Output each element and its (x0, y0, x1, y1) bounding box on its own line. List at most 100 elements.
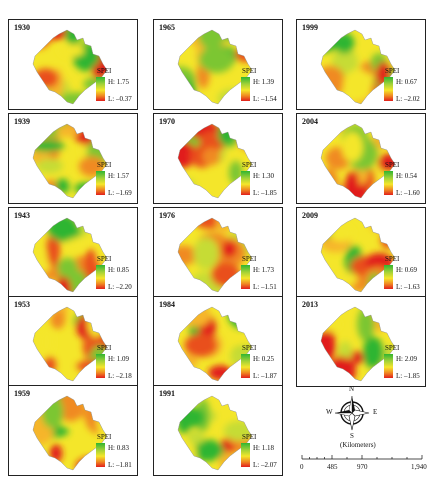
legend-high: H: 1.30 (253, 172, 274, 180)
map-panel-1976: 1976 SPEI H: 1.73 L: –1.51 (153, 207, 283, 298)
legend-low: L: –1.63 (396, 283, 420, 291)
legend-low: L: –1.85 (396, 372, 420, 380)
scale-tick-485: 485 (327, 463, 338, 471)
speI-map (177, 123, 253, 199)
color-ramp (96, 354, 105, 378)
speI-map (32, 395, 108, 471)
legend-title: SPEI (242, 67, 257, 75)
color-ramp (384, 77, 393, 101)
compass-south: S (350, 432, 354, 440)
map-panel-2013: 2013 SPEI H: 2.09 L: –1.85 (296, 296, 426, 387)
legend-low: L: –1.81 (108, 461, 132, 469)
color-ramp (384, 354, 393, 378)
legend: SPEI H: 2.09 L: –1.85 (379, 344, 425, 386)
legend-title: SPEI (385, 344, 400, 352)
speI-map (177, 217, 253, 293)
scale-tick-970: 970 (357, 463, 368, 471)
legend-high: H: 0.85 (108, 266, 129, 274)
legend-low: L: –2.02 (396, 95, 420, 103)
legend-title: SPEI (242, 255, 257, 263)
legend-high: H: 1.75 (108, 78, 129, 86)
panel-year: 1984 (159, 300, 175, 309)
color-ramp (384, 265, 393, 289)
legend-title: SPEI (97, 344, 112, 352)
map-panel-2004: 2004 SPEI H: 0.54 L: –1.60 (296, 113, 426, 204)
legend: SPEI H: 0.25 L: –1.87 (236, 344, 282, 386)
panel-year: 1965 (159, 23, 175, 32)
legend-high: H: 0.54 (396, 172, 417, 180)
panel-year: 1970 (159, 117, 175, 126)
legend-low: L: –0.37 (108, 95, 132, 103)
legend-title: SPEI (97, 255, 112, 263)
legend: SPEI H: 1.75 L: –0.37 (91, 67, 137, 109)
speI-map (320, 123, 396, 199)
legend-low: L: –1.87 (253, 372, 277, 380)
legend-title: SPEI (385, 255, 400, 263)
color-ramp (241, 443, 250, 467)
legend-high: H: 0.25 (253, 355, 274, 363)
panel-year: 1930 (14, 23, 30, 32)
legend: SPEI H: 1.39 L: –1.54 (236, 67, 282, 109)
legend-title: SPEI (385, 161, 400, 169)
legend-high: H: 0.69 (396, 266, 417, 274)
panel-year: 1999 (302, 23, 318, 32)
map-panel-1959: 1959 SPEI H: 0.83 L: –1.81 (8, 385, 138, 476)
legend-low: L: –1.54 (253, 95, 277, 103)
legend: SPEI H: 0.54 L: –1.60 (379, 161, 425, 203)
color-ramp (384, 171, 393, 195)
legend-low: L: –1.51 (253, 283, 277, 291)
legend: SPEI H: 0.69 L: –1.63 (379, 255, 425, 297)
map-panel-1965: 1965 SPEI H: 1.39 L: –1.54 (153, 19, 283, 110)
compass-and-scale: N S E W (Kilometers) 0 485 970 1,940 (296, 385, 429, 476)
speI-map (32, 217, 108, 293)
scale-tick-1940: 1,940 (411, 463, 427, 471)
compass-east: E (373, 408, 378, 416)
legend-low: L: –2.20 (108, 283, 132, 291)
color-ramp (96, 265, 105, 289)
legend: SPEI H: 1.57 L: –1.69 (91, 161, 137, 203)
panel-year: 1939 (14, 117, 30, 126)
panel-year: 1953 (14, 300, 30, 309)
legend: SPEI H: 1.73 L: –1.51 (236, 255, 282, 297)
speI-map (320, 306, 396, 382)
legend-title: SPEI (97, 161, 112, 169)
legend-high: H: 1.39 (253, 78, 274, 86)
panel-year: 1976 (159, 211, 175, 220)
scale-unit: (Kilometers) (340, 441, 376, 449)
map-panel-1930: 1930 SPEI H: 1.75 L: –0.37 (8, 19, 138, 110)
legend-high: H: 1.18 (253, 444, 274, 452)
color-ramp (241, 354, 250, 378)
panel-year: 2013 (302, 300, 318, 309)
map-panel-2009: 2009 SPEI H: 0.69 L: –1.63 (296, 207, 426, 298)
legend-title: SPEI (385, 67, 400, 75)
speI-map (32, 29, 108, 105)
legend-high: H: 1.57 (108, 172, 129, 180)
legend: SPEI H: 0.83 L: –1.81 (91, 433, 137, 475)
legend-title: SPEI (242, 161, 257, 169)
legend-title: SPEI (242, 344, 257, 352)
compass-north: N (349, 385, 355, 393)
legend: SPEI H: 0.67 L: –2.02 (379, 67, 425, 109)
legend: SPEI H: 0.85 L: –2.20 (91, 255, 137, 297)
color-ramp (241, 77, 250, 101)
legend: SPEI H: 1.09 L: –2.18 (91, 344, 137, 386)
legend-low: L: –2.18 (108, 372, 132, 380)
panel-year: 2009 (302, 211, 318, 220)
legend-high: H: 0.67 (396, 78, 417, 86)
legend-high: H: 2.09 (396, 355, 417, 363)
speI-map (32, 306, 108, 382)
panel-year: 1959 (14, 389, 30, 398)
legend-title: SPEI (97, 433, 112, 441)
speI-map (177, 306, 253, 382)
legend-high: H: 0.83 (108, 444, 129, 452)
color-ramp (96, 443, 105, 467)
legend-high: H: 1.09 (108, 355, 129, 363)
legend: SPEI H: 1.18 L: –2.07 (236, 433, 282, 475)
speI-map (32, 123, 108, 199)
map-panel-1953: 1953 SPEI H: 1.09 L: –2.18 (8, 296, 138, 387)
panel-year: 1991 (159, 389, 175, 398)
color-ramp (96, 171, 105, 195)
map-panel-1991: 1991 SPEI H: 1.18 L: –2.07 (153, 385, 283, 476)
legend-low: L: –1.60 (396, 189, 420, 197)
compass-west: W (326, 408, 333, 416)
